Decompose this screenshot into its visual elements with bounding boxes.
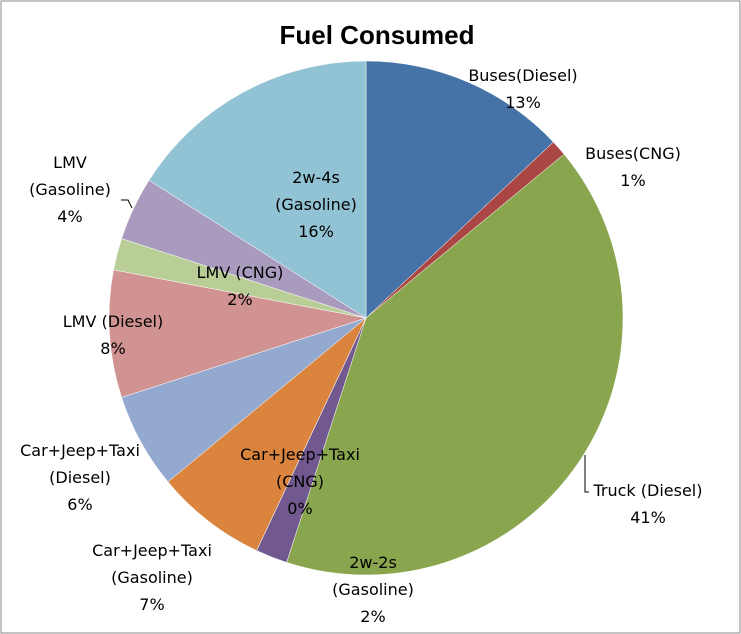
- slice-name: LMV (CNG): [196, 263, 284, 282]
- data-label: Car+Jeep+Taxi (Diesel) 6%: [10, 437, 150, 518]
- data-label: LMV (Diesel) 8%: [33, 308, 193, 362]
- slice-percent: 2%: [227, 290, 253, 309]
- slice-name: Truck (Diesel): [593, 481, 703, 500]
- slice-percent: 0%: [287, 499, 313, 518]
- pie-slice: [365, 60, 554, 319]
- slice-percent: 1%: [620, 171, 646, 190]
- pie-slice: [108, 269, 367, 398]
- slice-percent: 16%: [298, 222, 334, 241]
- slice-name: Car+Jeep+Taxi (Diesel): [20, 441, 140, 487]
- data-label: Buses(Diesel) 13%: [423, 62, 623, 116]
- slice-name: Buses(Diesel): [468, 66, 578, 85]
- data-label: Car+Jeep+Taxi (Gasoline) 7%: [77, 537, 227, 618]
- data-label: 2w-2s (Gasoline) 2%: [313, 549, 433, 630]
- pie-slice: [286, 153, 624, 576]
- slice-percent: 41%: [630, 508, 666, 527]
- slice-percent: 2%: [360, 607, 386, 626]
- data-label: Truck (Diesel) 41%: [548, 477, 741, 531]
- data-label: LMV (Gasoline) 4%: [15, 149, 125, 230]
- leader-line: [584, 455, 589, 493]
- slice-name: Car+Jeep+Taxi (Gasoline): [92, 541, 212, 587]
- slice-name: Buses(CNG): [585, 144, 681, 163]
- slice-name: 2w-4s (Gasoline): [275, 168, 357, 214]
- data-label: 2w-4s (Gasoline) 16%: [256, 164, 376, 245]
- pie-slice: [148, 60, 367, 319]
- slice-name: LMV (Gasoline): [29, 153, 111, 199]
- slice-percent: 8%: [100, 339, 126, 358]
- slice-name: LMV (Diesel): [62, 312, 164, 331]
- slice-name: 2w-2s (Gasoline): [332, 553, 414, 599]
- data-label: Buses(CNG) 1%: [558, 140, 708, 194]
- slice-percent: 7%: [139, 595, 165, 614]
- slice-percent: 6%: [67, 495, 93, 514]
- chart-title: Fuel Consumed: [279, 20, 475, 50]
- slice-name: Car+Jeep+Taxi (CNG): [240, 445, 360, 491]
- slice-percent: 13%: [505, 93, 541, 112]
- data-label: LMV (CNG) 2%: [170, 259, 310, 313]
- leader-line: [121, 199, 133, 209]
- slice-percent: 4%: [57, 207, 83, 226]
- data-label: Car+Jeep+Taxi (CNG) 0%: [230, 441, 370, 522]
- pie-slice: [167, 317, 367, 551]
